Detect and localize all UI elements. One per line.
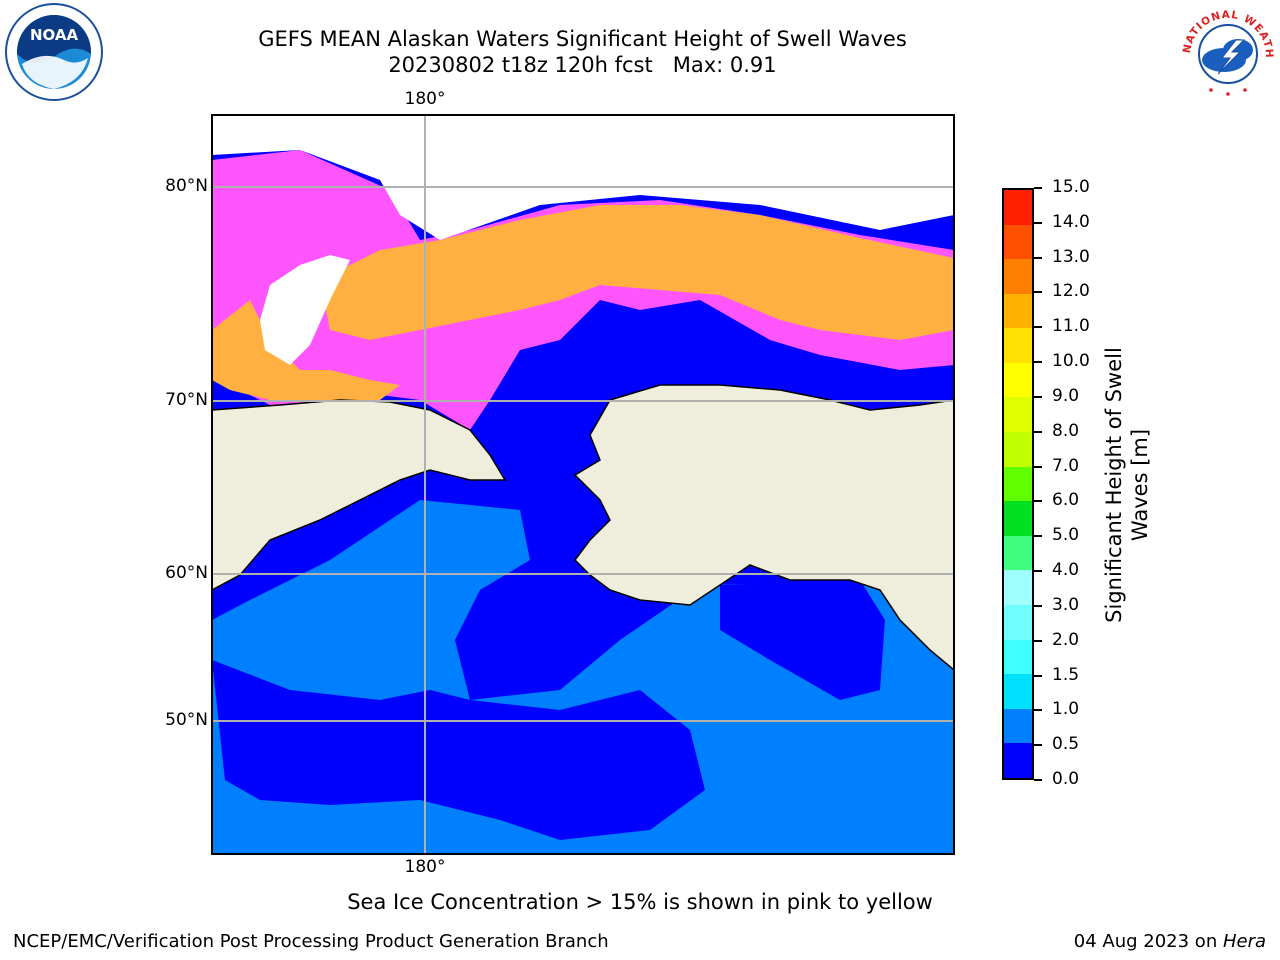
colorbar-tick-label: 8.0: [1052, 420, 1080, 441]
colorbar-tick-mark: [1034, 500, 1042, 503]
colorbar-tick-mark: [1034, 744, 1042, 747]
lat-label-60: 60°N: [165, 563, 208, 583]
chart-subtitle: 20230802 t18z 120h fcst Max: 0.91: [388, 53, 777, 77]
chart-title: GEFS MEAN Alaskan Waters Significant Hei…: [258, 27, 907, 51]
colorbar-tick-label: 3.0: [1052, 594, 1080, 615]
nws-logo: NATIONAL WEATHER SERVICE: [1173, 0, 1278, 102]
colorbar-segment: [1004, 190, 1032, 225]
colorbar: [1002, 188, 1034, 780]
colorbar-segment: [1004, 259, 1032, 294]
colorbar-tick-mark: [1034, 639, 1042, 642]
colorbar-tick-label: 7.0: [1052, 455, 1080, 476]
swell-low-region-south: [212, 660, 705, 840]
colorbar-tick-label: 9.0: [1052, 385, 1080, 406]
colorbar-tick-label: 0.5: [1052, 734, 1080, 755]
colorbar-title: Significant Height of Swell Waves [m]: [1102, 347, 1152, 623]
colorbar-tick-mark: [1034, 326, 1042, 329]
noaa-logo-text: NOAA: [30, 26, 79, 44]
lat-label-70: 70°N: [165, 390, 208, 410]
colorbar-tick-mark: [1034, 779, 1042, 781]
colorbar-segment: [1004, 535, 1032, 571]
sea-ice-orange-west: [212, 300, 400, 400]
colorbar-segment: [1004, 432, 1032, 467]
chart-title-block: GEFS MEAN Alaskan Waters Significant Hei…: [0, 26, 1165, 78]
colorbar-tick-label: 15.0: [1052, 177, 1090, 197]
colorbar-tick-mark: [1034, 256, 1042, 259]
colorbar-tick-label: 1.0: [1052, 699, 1080, 720]
colorbar-tick-mark: [1034, 465, 1042, 468]
colorbar-tick-mark: [1034, 395, 1042, 398]
colorbar-segment: [1004, 639, 1032, 675]
footer-date-text: 04 Aug 2023 on: [1073, 931, 1223, 952]
lat-label-50: 50°N: [165, 710, 208, 730]
colorbar-tick-label: 1.5: [1052, 664, 1080, 685]
swell-low-region-gulf: [720, 580, 885, 700]
colorbar-tick-mark: [1034, 291, 1042, 294]
colorbar-tick-label: 10.0: [1052, 351, 1090, 372]
colorbar-tick-label: 11.0: [1052, 316, 1090, 337]
colorbar-tick-label: 0.0: [1052, 769, 1080, 789]
colorbar-segment: [1004, 674, 1032, 709]
colorbar-tick-mark: [1034, 221, 1042, 224]
colorbar-segment: [1004, 293, 1032, 329]
colorbar-tick-label: 6.0: [1052, 490, 1080, 511]
colorbar-segment: [1004, 362, 1032, 398]
colorbar-segment: [1004, 397, 1032, 433]
colorbar-tick-mark: [1034, 604, 1042, 607]
colorbar-tick-label: 14.0: [1052, 211, 1090, 232]
colorbar-segment: [1004, 328, 1032, 363]
colorbar-tick-mark: [1034, 674, 1042, 677]
sea-ice-footnote: Sea Ice Concentration > 15% is shown in …: [347, 890, 933, 914]
land-alaska: [573, 384, 954, 671]
lon-label-top: 180°: [404, 89, 446, 109]
colorbar-tick-mark: [1034, 187, 1042, 189]
colorbar-segment: [1004, 605, 1032, 640]
colorbar-tick-mark: [1034, 570, 1042, 573]
noaa-logo: NOAA: [4, 2, 104, 102]
colorbar-segment: [1004, 501, 1032, 536]
colorbar-tick-label: 5.0: [1052, 525, 1080, 546]
colorbar-tick-mark: [1034, 361, 1042, 364]
map-frame: [211, 114, 955, 855]
colorbar-segment: [1004, 570, 1032, 606]
sea-ice-orange: [320, 205, 954, 340]
footer-date: 04 Aug 2023 on Hera: [1074, 931, 1266, 952]
colorbar-segment: [1004, 224, 1032, 260]
colorbar-tick-mark: [1034, 430, 1042, 433]
colorbar-segment: [1004, 743, 1032, 778]
colorbar-tick-label: 13.0: [1052, 246, 1090, 267]
colorbar-segment: [1004, 466, 1032, 502]
lon-label-bottom: 180°: [404, 857, 446, 877]
ice-gap-white: [260, 255, 350, 365]
lat-label-80: 80°N: [165, 176, 208, 196]
footer-credit: NCEP/EMC/Verification Post Processing Pr…: [13, 931, 609, 952]
colorbar-tick-mark: [1034, 535, 1042, 538]
colorbar-tick-label: 12.0: [1052, 281, 1090, 302]
colorbar-tick-label: 2.0: [1052, 629, 1080, 650]
colorbar-tick-mark: [1034, 709, 1042, 712]
footer-host: Hera: [1222, 931, 1266, 952]
colorbar-segment: [1004, 708, 1032, 744]
colorbar-tick-label: 4.0: [1052, 560, 1080, 581]
ice-gap-white-north: [212, 115, 954, 240]
